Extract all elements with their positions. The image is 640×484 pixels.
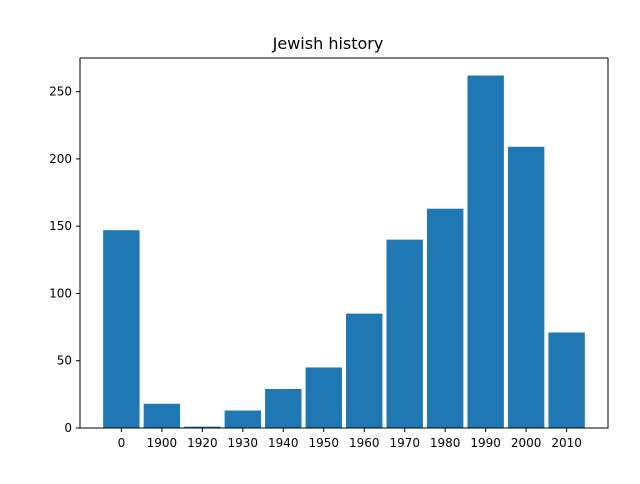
x-tick-label: 1980: [430, 436, 461, 450]
plot-frame: [79, 57, 609, 429]
bar-2010: [548, 332, 585, 428]
x-tick-label: 1940: [268, 436, 299, 450]
bar-2000: [507, 146, 545, 429]
x-tick-label: 1970: [389, 436, 420, 450]
bars-group: [103, 75, 585, 429]
bar-1980: [426, 208, 464, 428]
x-tick-label: 2000: [511, 436, 542, 450]
bar-0: [103, 230, 140, 428]
x-tick-label: 2010: [551, 436, 582, 450]
bar-1960: [346, 313, 383, 428]
x-tick-label: 0: [118, 436, 126, 450]
bar-1900: [143, 403, 181, 428]
x-tick-label: 1960: [349, 436, 380, 450]
chart-title: Jewish history: [272, 34, 384, 53]
x-tick-label: 1950: [308, 436, 339, 450]
y-tick-label: 200: [49, 152, 72, 166]
y-tick-label: 250: [49, 85, 72, 99]
x-tick-label: 1990: [470, 436, 501, 450]
bar-1950: [305, 367, 342, 428]
y-tick-label: 50: [57, 354, 72, 368]
y-tick-label: 0: [64, 421, 72, 435]
bar-1940: [265, 388, 302, 428]
x-tick-label: 1900: [147, 436, 178, 450]
x-axis-ticks: 0 1900 1920 1930 1940 1950 1960 1970 1980 1990 200…: [118, 428, 582, 450]
bar-1920: [184, 426, 221, 428]
bar-1930: [224, 410, 262, 428]
x-tick-label: 1930: [228, 436, 259, 450]
y-tick-label: 150: [49, 219, 72, 233]
bar-1990: [467, 75, 504, 428]
bar-1970: [386, 239, 423, 428]
x-tick-label: 1920: [187, 436, 218, 450]
y-axis-ticks: 0 50 100 150 200 250: [49, 85, 80, 435]
y-tick-label: 100: [49, 286, 72, 300]
